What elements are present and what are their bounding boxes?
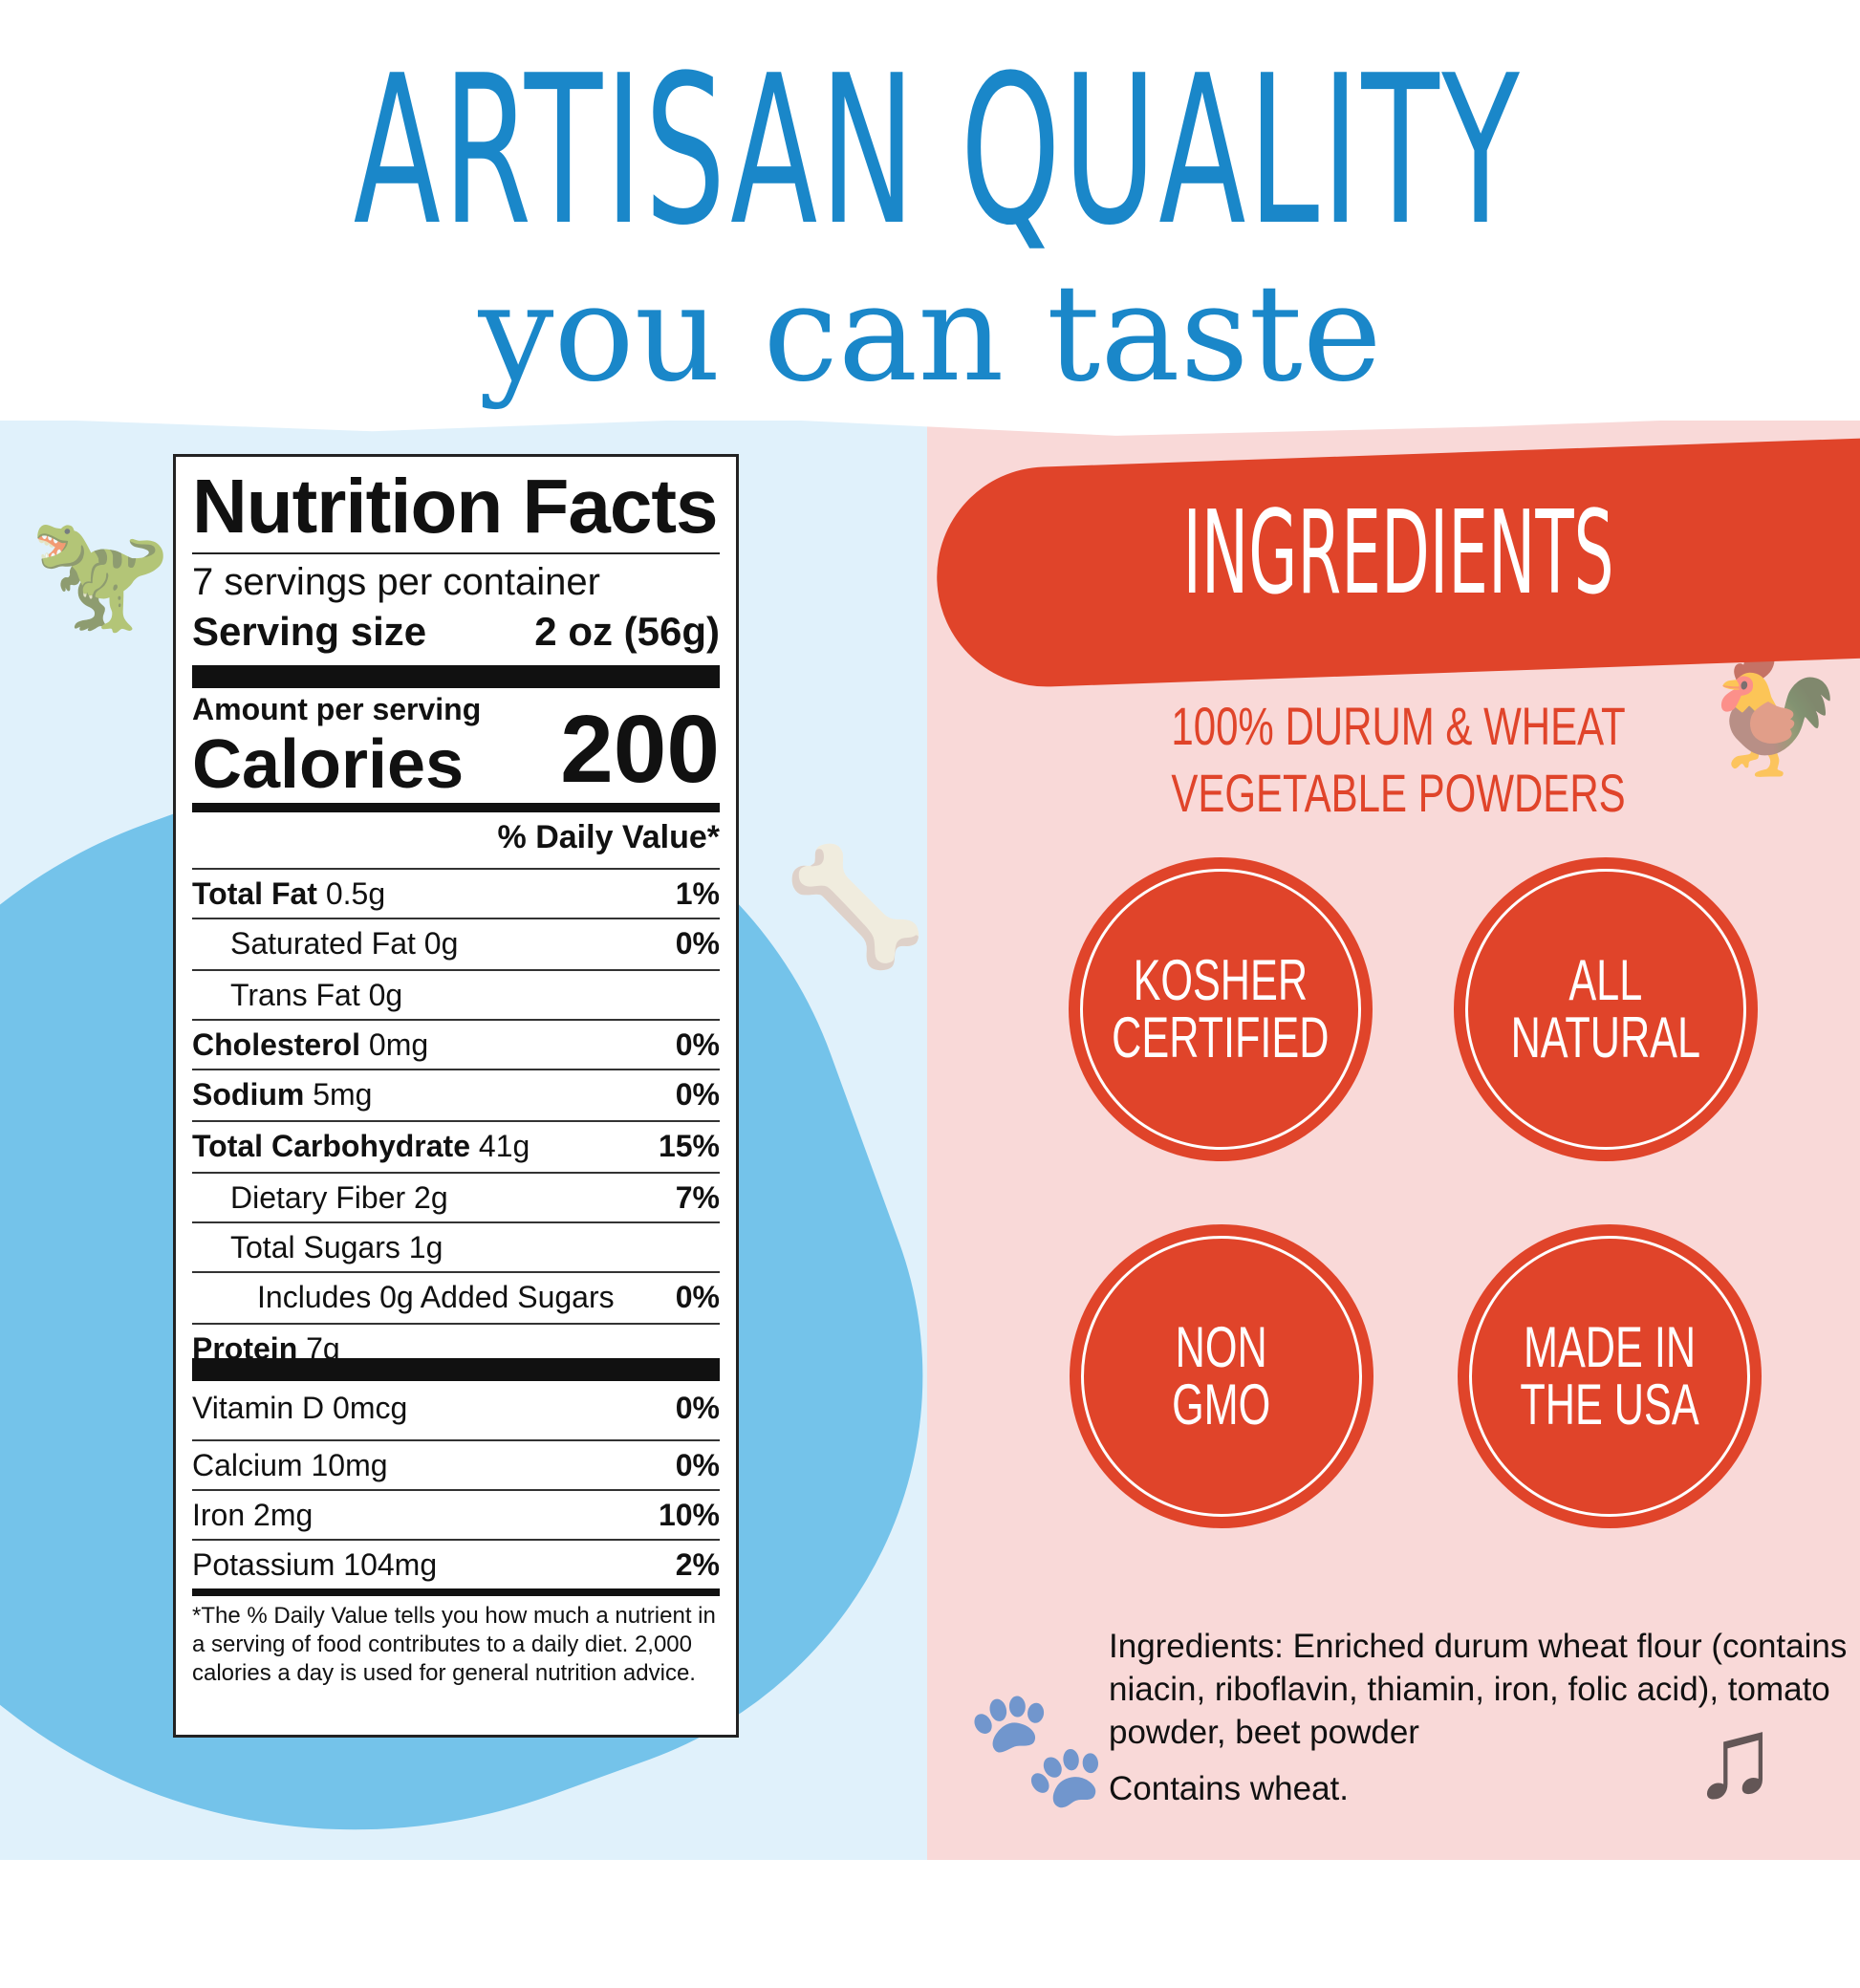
ingredients-subtitle: 100% DURUM & WHEAT VEGETABLE POWDERS: [1052, 693, 1745, 827]
badge-text: MADE IN THE USA: [1520, 1315, 1699, 1437]
allergen-statement: Contains wheat.: [1109, 1770, 1349, 1807]
paw-icon: 🐾: [965, 1684, 1109, 1812]
subtitle-line-1: 100% DURUM & WHEAT: [1171, 696, 1626, 756]
daily-value-header: % Daily Value*: [497, 819, 720, 855]
nutrient-label: Iron 2mg: [192, 1498, 314, 1532]
nutrient-name: Includes 0g Added Sugars: [257, 1279, 615, 1315]
nutrient-label: Total Sugars 1g: [230, 1230, 443, 1264]
calories-value: 200: [560, 696, 720, 803]
badge-text: KOSHER CERTIFIED: [1112, 948, 1330, 1070]
nutrient-label: Total Fat: [192, 876, 317, 911]
label-title: Nutrition Facts: [192, 464, 718, 549]
nutrient-name: Vitamin D 0mcg: [192, 1390, 407, 1426]
nutrient-dv: 0%: [675, 1027, 720, 1062]
nutrient-name: Dietary Fiber 2g: [230, 1179, 448, 1216]
serving-size-label: Serving size: [192, 609, 427, 654]
nutrient-dv: 0%: [675, 1077, 720, 1112]
nutrient-row: Total Carbohydrate 41g 15%: [192, 1120, 720, 1164]
bone-icon: 🦴: [784, 843, 927, 971]
nutrient-row: Dietary Fiber 2g 7%: [192, 1172, 720, 1216]
ingredients-text: Ingredients: Enriched durum wheat flour …: [1109, 1628, 1848, 1751]
nutrient-name: Saturated Fat 0g: [230, 925, 458, 962]
nutrient-row: Total Sugars 1g: [192, 1221, 720, 1265]
nutrient-name: Total Carbohydrate 41g: [192, 1128, 530, 1164]
ingredients-block: Ingredients: Enriched durum wheat flour …: [1109, 1625, 1858, 1810]
nutrient-row: Cholesterol 0mg 0%: [192, 1019, 720, 1063]
music-note-icon: ♫: [1692, 1694, 1778, 1822]
amount-per-serving: Amount per serving: [192, 692, 482, 726]
nutrient-row: Saturated Fat 0g 0%: [192, 918, 720, 962]
nutrient-row: Total Fat 0.5g 1%: [192, 868, 720, 912]
servings-per-container: 7 servings per container: [192, 561, 600, 603]
nutrient-amount: 0mg: [368, 1027, 429, 1062]
badge-text: NON GMO: [1172, 1315, 1271, 1437]
nutrient-label: Saturated Fat 0g: [230, 926, 459, 961]
nutrient-label: Total Carbohydrate: [192, 1129, 470, 1163]
nutrient-name: Iron 2mg: [192, 1497, 313, 1533]
badge-all-natural: ALL NATURAL: [1454, 857, 1758, 1161]
badge-kosher: KOSHER CERTIFIED: [1069, 857, 1373, 1161]
footnote: *The % Daily Value tells you how much a …: [192, 1603, 716, 1686]
nutrient-name: Cholesterol 0mg: [192, 1026, 428, 1063]
nutrient-amount: 0.5g: [325, 876, 386, 911]
nutrient-row: Includes 0g Added Sugars 0%: [192, 1271, 720, 1315]
nutrient-amount: 5mg: [313, 1077, 373, 1112]
calories-label: Calories: [192, 726, 465, 803]
nutrient-label: Dietary Fiber 2g: [230, 1180, 448, 1215]
subheadline: you can taste: [478, 256, 1382, 412]
nutrient-dv: 7%: [675, 1180, 720, 1215]
nutrient-label: Cholesterol: [192, 1027, 361, 1062]
ingredients-banner-text: INGREDIENTS: [1182, 487, 1614, 620]
dinosaur-icon: 🦖: [29, 508, 172, 637]
nutrient-label: Includes 0g Added Sugars: [257, 1280, 615, 1314]
serving-size-value: 2 oz (56g): [534, 609, 720, 654]
nutrient-label: Calcium 10mg: [192, 1448, 388, 1482]
nutrient-name: Total Sugars 1g: [230, 1229, 443, 1265]
nutrient-dv: 0%: [675, 1280, 720, 1314]
nutrition-facts-label: Nutrition Facts 7 servings per container…: [173, 454, 739, 1738]
nutrient-dv: 1%: [675, 876, 720, 911]
nutrient-name: Potassium 104mg: [192, 1546, 437, 1583]
badge-non-gmo: NON GMO: [1070, 1224, 1373, 1528]
nutrient-row: Trans Fat 0g: [192, 969, 720, 1013]
nutrient-dv: 0%: [675, 926, 720, 961]
nutrient-row: Vitamin D 0mcg 0%: [192, 1384, 720, 1426]
nutrient-row: Sodium 5mg 0%: [192, 1069, 720, 1113]
nutrient-label: Vitamin D 0mcg: [192, 1391, 408, 1425]
nutrient-dv: 10%: [658, 1498, 720, 1532]
nutrient-dv: 2%: [675, 1547, 720, 1582]
nutrient-name: Calcium 10mg: [192, 1447, 388, 1483]
serving-size-row: Serving size 2 oz (56g): [192, 608, 720, 656]
nutrient-dv: 0%: [675, 1391, 720, 1425]
nutrient-name: Trans Fat 0g: [230, 977, 402, 1013]
badge-made-in-usa: MADE IN THE USA: [1458, 1224, 1762, 1528]
nutrient-row: Iron 2mg 10%: [192, 1489, 720, 1533]
nutrient-dv: 15%: [658, 1129, 720, 1163]
nutrient-label: Sodium: [192, 1077, 305, 1112]
badge-text: ALL NATURAL: [1510, 948, 1701, 1070]
nutrient-name: Sodium 5mg: [192, 1076, 372, 1113]
header-background: [0, 0, 1860, 436]
nutrient-dv: 0%: [675, 1448, 720, 1482]
rooster-icon: 🐓: [1701, 652, 1845, 780]
nutrient-row: Calcium 10mg 0%: [192, 1439, 720, 1483]
subtitle-line-2: VEGETABLE POWDERS: [1171, 763, 1626, 823]
nutrient-name: Total Fat 0.5g: [192, 875, 385, 912]
nutrient-amount: 41g: [478, 1129, 530, 1163]
nutrient-label: Trans Fat 0g: [230, 978, 403, 1012]
nutrient-row: Potassium 104mg 2%: [192, 1539, 720, 1583]
headline: ARTISAN QUALITY: [353, 31, 1523, 270]
nutrient-label: Potassium 104mg: [192, 1547, 438, 1582]
